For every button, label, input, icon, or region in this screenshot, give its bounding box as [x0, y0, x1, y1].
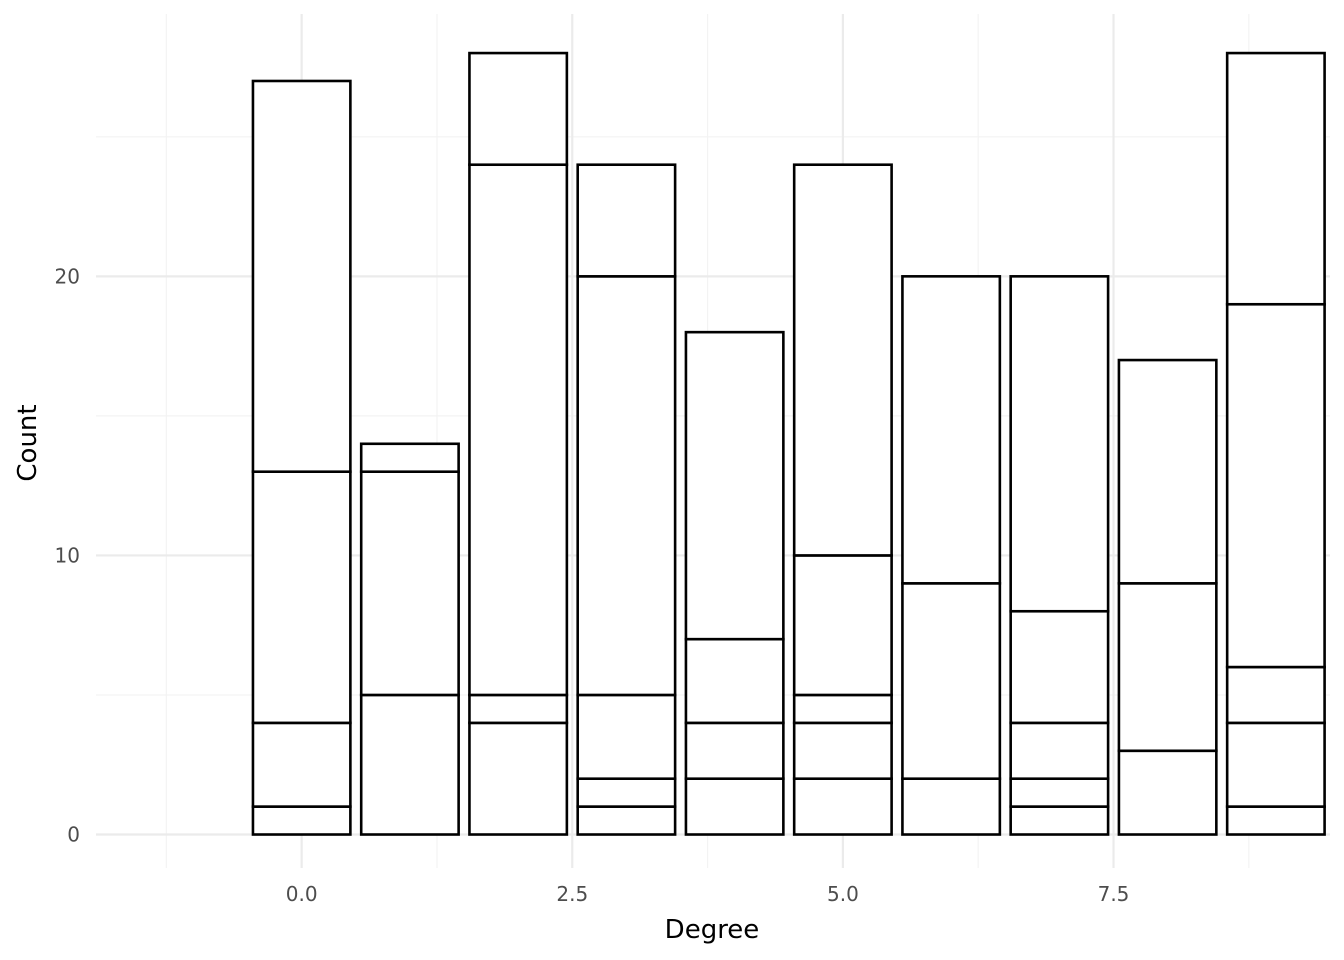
bar-segment [251, 470, 352, 725]
bar-segment [1009, 275, 1110, 613]
x-tick-label: 2.5 [556, 882, 588, 906]
bar-segment [1117, 582, 1218, 753]
bar-segment [251, 721, 352, 808]
bar-segment [1009, 721, 1110, 780]
bar-stack [1117, 358, 1218, 836]
bar-stack [576, 163, 677, 836]
y-tick-label: 10 [55, 543, 80, 567]
x-axis-title: Degree [665, 915, 760, 945]
y-tick-label: 20 [55, 264, 80, 288]
bar-segment [792, 554, 893, 697]
bar-segment [1117, 749, 1218, 836]
bar-segment [468, 51, 569, 167]
bar-segment [792, 163, 893, 557]
bar-segment [576, 275, 677, 697]
y-axis-ticks: 0 10 20 [55, 264, 80, 846]
bar-stack [792, 163, 893, 836]
bar-segment [792, 693, 893, 725]
bar-segment [576, 777, 677, 808]
bar-segment [1225, 721, 1326, 808]
x-tick-label: 0.0 [286, 882, 318, 906]
y-tick-label: 0 [67, 823, 80, 847]
bar-segment [1009, 777, 1110, 808]
y-axis-title: Count [13, 404, 43, 481]
bar-segment [251, 805, 352, 836]
bar-segment [792, 777, 893, 836]
bar-segment [359, 693, 460, 836]
bar-segment [468, 693, 569, 725]
bar-segment [1225, 665, 1326, 725]
bar-segment [1009, 805, 1110, 836]
bar-segment [901, 275, 1002, 585]
bar-segment [684, 637, 785, 725]
bar-segment [576, 163, 677, 278]
bar-segment [901, 777, 1002, 836]
bar-segment [576, 693, 677, 780]
bar-segment [576, 805, 677, 836]
bar-stack [359, 442, 460, 836]
bar-segment [684, 330, 785, 641]
bar-segment [684, 777, 785, 836]
bar-segment [684, 721, 785, 780]
bar-segment [1225, 302, 1326, 669]
bar-segment [359, 470, 460, 697]
bar-stack [1225, 51, 1326, 836]
bar-segment [901, 582, 1002, 780]
bar-segment [1225, 51, 1326, 306]
bars [251, 51, 1326, 836]
bar-stack [1009, 275, 1110, 836]
bar-stack [901, 275, 1002, 836]
bar-segment [1117, 358, 1218, 585]
x-axis-ticks: 0.0 2.5 5.0 7.5 [286, 882, 1130, 906]
bar-segment [359, 442, 460, 473]
bar-stack [468, 51, 569, 836]
bar-segment [1009, 609, 1110, 725]
bar-segment [468, 163, 569, 697]
bar-segment [468, 721, 569, 836]
bar-segment [792, 721, 893, 780]
bar-segment [1225, 805, 1326, 836]
x-tick-label: 7.5 [1098, 882, 1130, 906]
bar-segment [251, 79, 352, 473]
bar-stack [251, 79, 352, 836]
x-tick-label: 5.0 [827, 882, 859, 906]
bar-stack [684, 330, 785, 836]
